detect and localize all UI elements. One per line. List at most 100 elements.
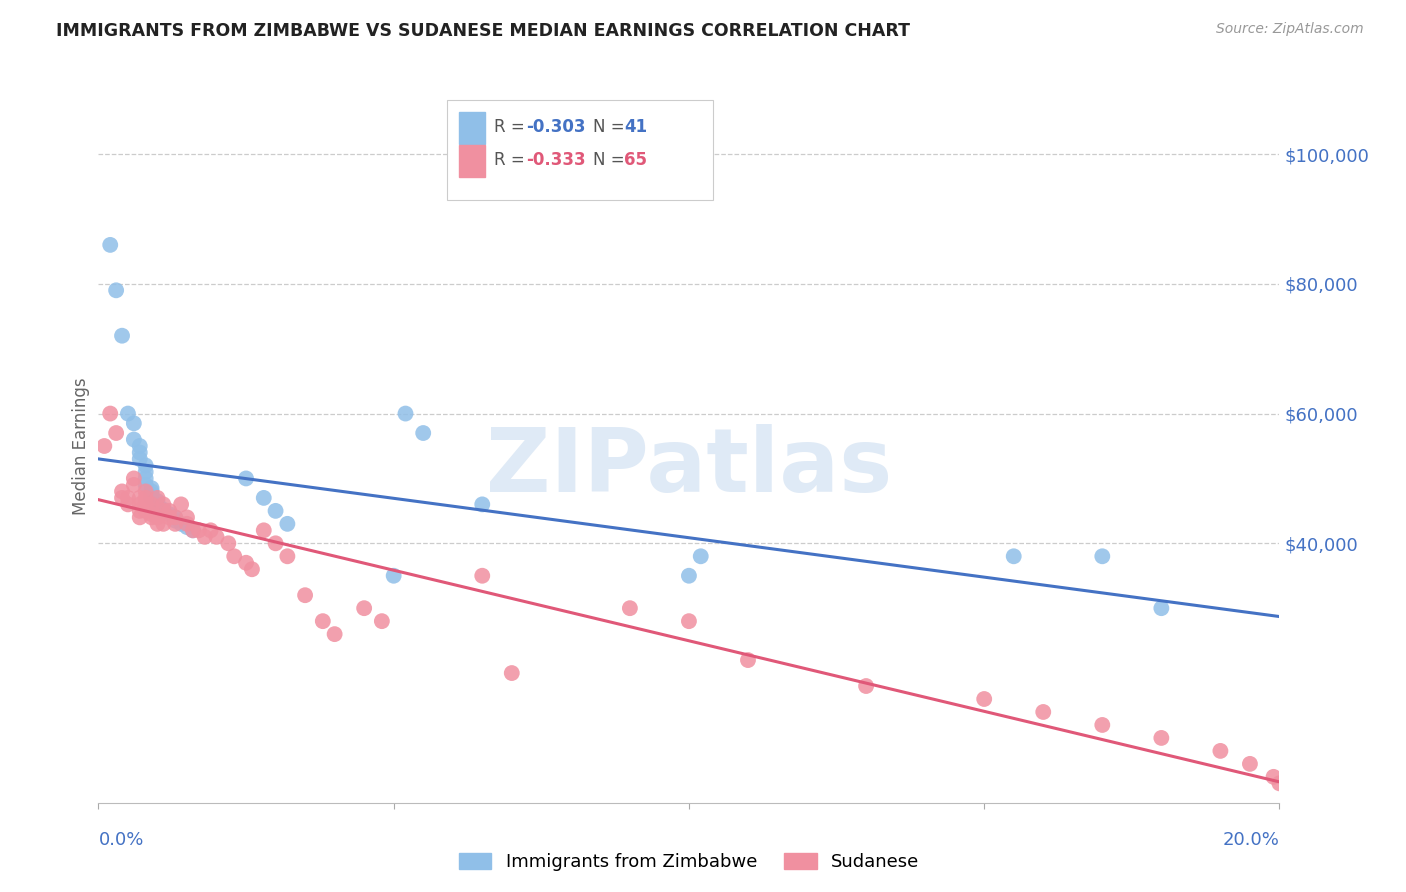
Point — [253, 491, 276, 505]
Point — [471, 497, 494, 511]
Point — [176, 516, 198, 531]
Point — [117, 497, 139, 511]
Point — [217, 536, 239, 550]
Point — [141, 510, 163, 524]
Point — [146, 494, 169, 508]
Text: N =: N = — [593, 118, 630, 136]
Point — [141, 488, 163, 502]
Point — [165, 510, 187, 524]
Point — [689, 549, 711, 564]
Point — [111, 484, 134, 499]
Point — [146, 491, 169, 505]
Point — [1032, 705, 1054, 719]
Point — [122, 478, 145, 492]
Point — [619, 601, 641, 615]
Point — [394, 407, 416, 421]
Point — [737, 653, 759, 667]
Point — [1150, 601, 1173, 615]
Point — [264, 536, 287, 550]
Point — [128, 452, 150, 467]
Point — [135, 491, 157, 505]
Point — [93, 439, 115, 453]
Point — [98, 238, 121, 252]
Point — [200, 524, 222, 538]
Point — [152, 504, 174, 518]
Y-axis label: Median Earnings: Median Earnings — [72, 377, 90, 515]
Point — [235, 556, 257, 570]
Point — [152, 497, 174, 511]
Point — [135, 484, 157, 499]
Point — [157, 507, 180, 521]
Point — [128, 504, 150, 518]
Point — [165, 516, 187, 531]
Point — [170, 497, 193, 511]
Point — [412, 425, 434, 440]
Point — [117, 407, 139, 421]
Point — [235, 471, 257, 485]
Point — [253, 524, 276, 538]
Bar — [458, 145, 485, 177]
Point — [157, 504, 180, 518]
Point — [122, 471, 145, 485]
Point — [294, 588, 316, 602]
Legend: Immigrants from Zimbabwe, Sudanese: Immigrants from Zimbabwe, Sudanese — [451, 846, 927, 879]
Point — [146, 500, 169, 515]
Text: IMMIGRANTS FROM ZIMBABWE VS SUDANESE MEDIAN EARNINGS CORRELATION CHART: IMMIGRANTS FROM ZIMBABWE VS SUDANESE MED… — [56, 22, 910, 40]
Point — [276, 549, 298, 564]
Point — [1268, 776, 1291, 790]
Point — [176, 510, 198, 524]
Point — [224, 549, 246, 564]
Point — [312, 614, 335, 628]
Point — [128, 497, 150, 511]
Point — [98, 407, 121, 421]
Point — [353, 601, 375, 615]
Point — [1091, 718, 1114, 732]
Point — [1091, 549, 1114, 564]
Point — [205, 530, 228, 544]
Point — [135, 465, 157, 479]
Point — [323, 627, 346, 641]
Point — [152, 516, 174, 531]
Point — [276, 516, 298, 531]
Point — [135, 504, 157, 518]
Point — [135, 471, 157, 485]
Text: -0.333: -0.333 — [526, 151, 585, 169]
Point — [181, 524, 204, 538]
Text: 20.0%: 20.0% — [1223, 831, 1279, 849]
Point — [678, 568, 700, 582]
Point — [122, 417, 145, 431]
Point — [1239, 756, 1261, 771]
Point — [122, 433, 145, 447]
Point — [141, 491, 163, 505]
Point — [1002, 549, 1025, 564]
Point — [117, 491, 139, 505]
Point — [471, 568, 494, 582]
Bar — [458, 112, 485, 145]
Point — [141, 484, 163, 499]
FancyBboxPatch shape — [447, 100, 713, 200]
Point — [128, 491, 150, 505]
Point — [165, 510, 187, 524]
Point — [135, 478, 157, 492]
Point — [141, 481, 163, 495]
Point — [240, 562, 263, 576]
Point — [128, 439, 150, 453]
Point — [194, 530, 217, 544]
Point — [146, 516, 169, 531]
Point — [141, 504, 163, 518]
Point — [264, 504, 287, 518]
Text: 65: 65 — [624, 151, 647, 169]
Point — [128, 510, 150, 524]
Point — [501, 666, 523, 681]
Point — [128, 445, 150, 459]
Text: 0.0%: 0.0% — [98, 831, 143, 849]
Text: 41: 41 — [624, 118, 647, 136]
Text: R =: R = — [494, 118, 530, 136]
Point — [111, 491, 134, 505]
Point — [146, 510, 169, 524]
Point — [135, 497, 157, 511]
Point — [187, 524, 209, 538]
Point — [678, 614, 700, 628]
Point — [152, 504, 174, 518]
Point — [382, 568, 405, 582]
